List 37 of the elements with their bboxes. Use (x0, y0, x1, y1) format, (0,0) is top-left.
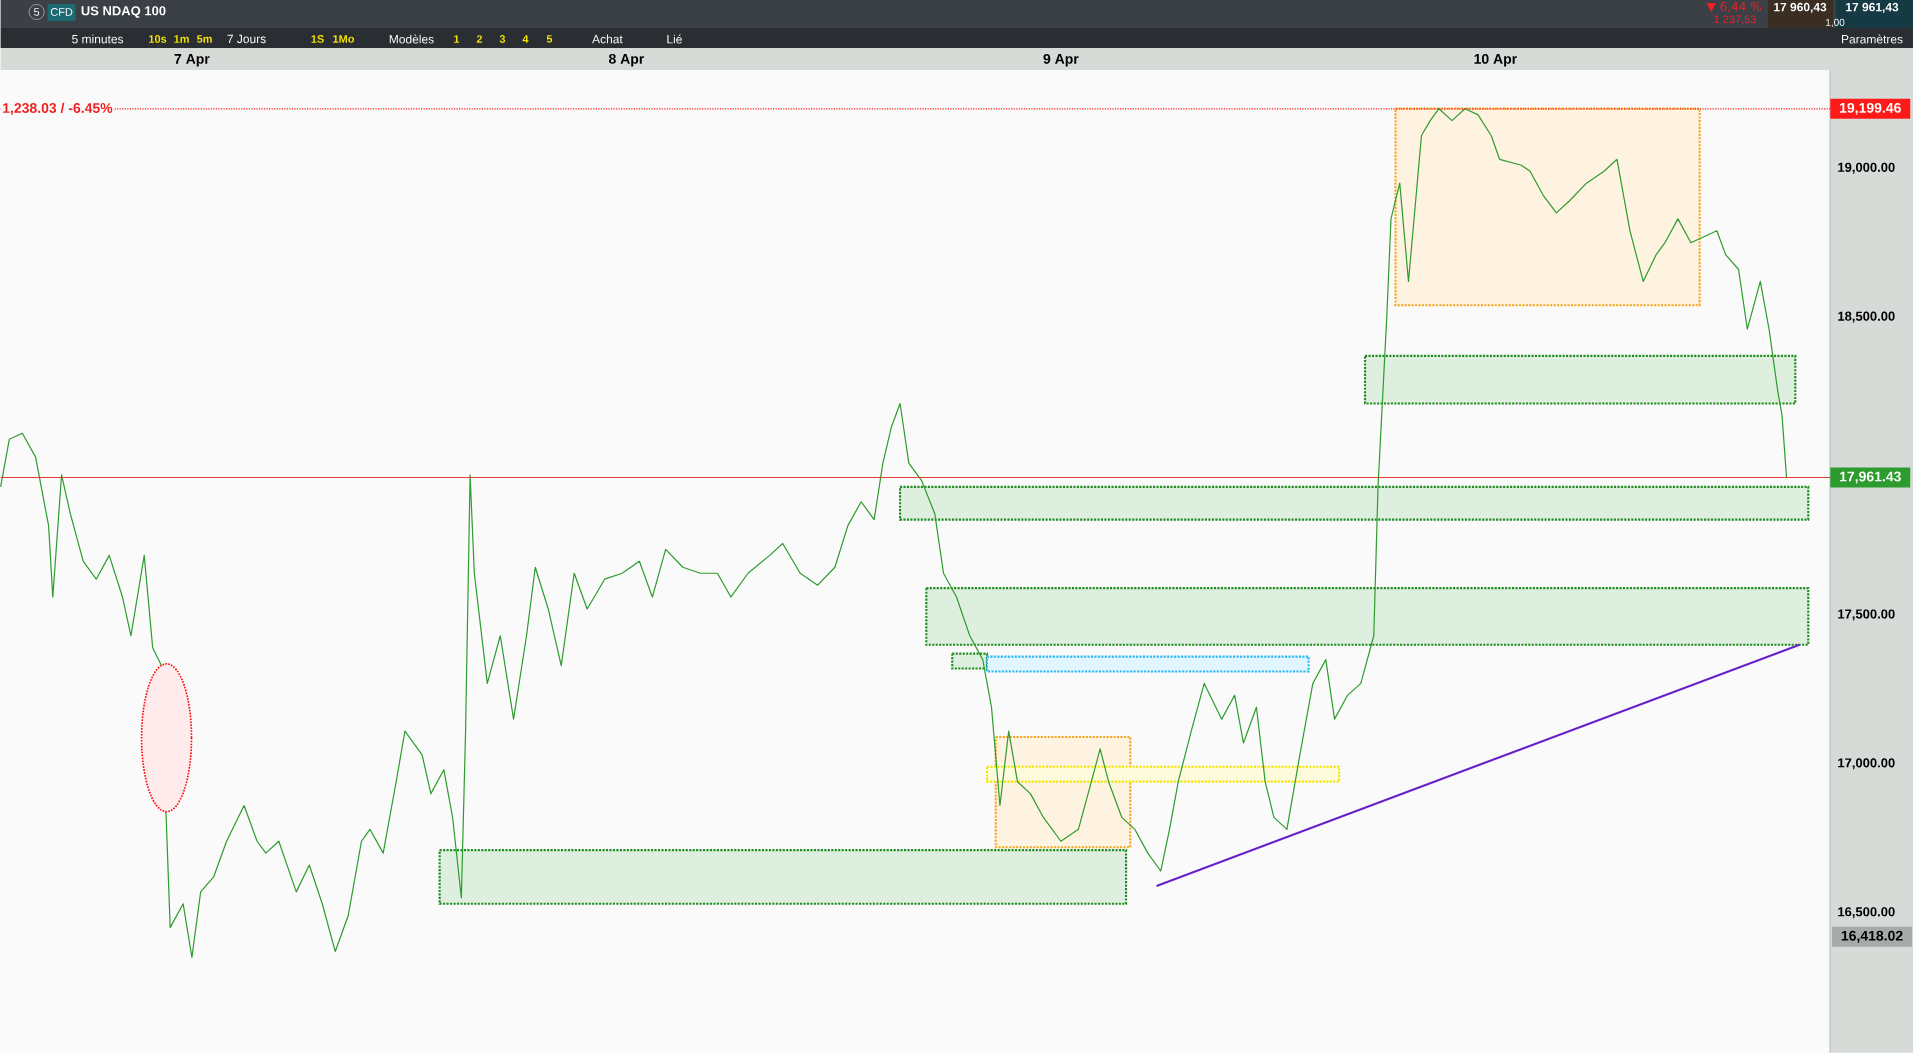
text: Achat (592, 34, 623, 44)
ref-line-label: 17,961.43 (1840, 471, 1901, 484)
y-tick-label: 18,500.00 (1838, 311, 1895, 323)
x-tick-label: 9 Apr (1043, 53, 1079, 67)
text: 1,00 (1826, 18, 1845, 28)
text: Paramètres (1842, 34, 1903, 44)
text: 5 (546, 35, 553, 43)
text: 1 (454, 35, 460, 43)
text: 5 minutes (72, 34, 124, 44)
x-tick-label: 8 Apr (608, 53, 645, 67)
text: Lié (667, 34, 682, 44)
y-tick-label: 19,000.00 (1838, 162, 1895, 174)
y-tick-label: 17,500.00 (1838, 609, 1895, 621)
text: 3 (499, 34, 506, 43)
x-tick-label: 7 Apr (174, 53, 210, 67)
text: Modèles (389, 34, 434, 44)
ref-line-label: 19,199.46 (1840, 102, 1901, 115)
text: 17 960,43 (1774, 2, 1827, 14)
x-tick-label: 10 Apr (1474, 53, 1517, 67)
text: 2 (476, 35, 483, 43)
text: 5m (196, 35, 212, 43)
annotation: 1,238.03 / -6.45% (3, 102, 113, 115)
y-tick-label: 17,000.00 (1838, 758, 1895, 770)
text: 16,418.02 (1841, 930, 1903, 943)
text: 1S (311, 35, 324, 43)
text: 1m (174, 35, 189, 43)
text: 17 961,43 (1846, 2, 1899, 14)
text: 5 (33, 8, 40, 16)
text: 1 237,53 (1714, 15, 1756, 25)
text: ▼ 6,44 % (1706, 1, 1761, 13)
text: 7 Jours (227, 34, 266, 44)
text: 1Mo (333, 35, 355, 43)
y-tick-label: 16,500.00 (1838, 907, 1895, 919)
text: CFD (50, 8, 73, 16)
chart-title: US NDAQ 100 (81, 6, 166, 18)
text: 10s (149, 35, 167, 43)
text: 4 (522, 35, 529, 43)
